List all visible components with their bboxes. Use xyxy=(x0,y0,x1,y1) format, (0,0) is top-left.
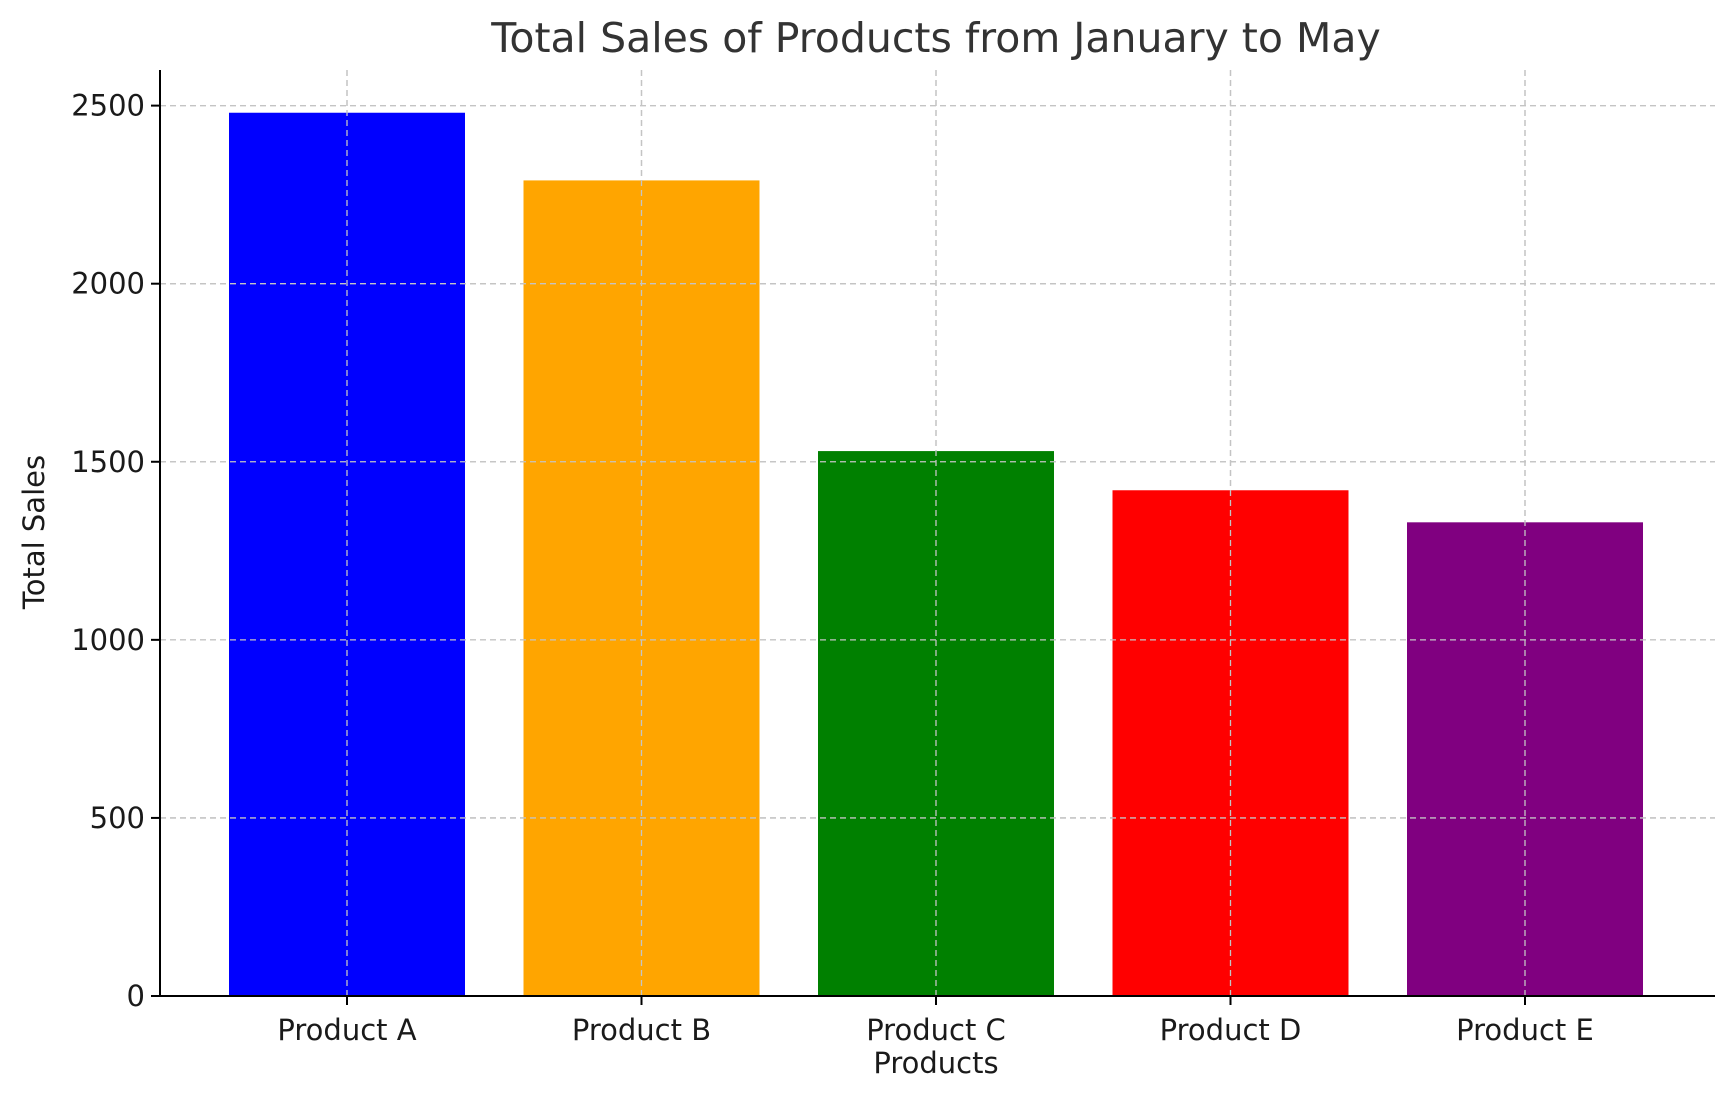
x-tick-label: Product D xyxy=(1160,1013,1302,1047)
x-tick-label: Product C xyxy=(866,1013,1006,1047)
y-tick-label: 1000 xyxy=(71,623,145,657)
x-axis-label: Products xyxy=(873,1046,998,1080)
ticks: 0 500 1000 1500 2000 2500 Product A Product B Pr… xyxy=(71,89,1594,1047)
x-tick-label: Product E xyxy=(1456,1013,1594,1047)
y-tick-label: 0 xyxy=(127,979,145,1013)
chart-title: Total Sales of Products from January to … xyxy=(490,14,1380,62)
y-tick-label: 2000 xyxy=(71,267,145,301)
x-tick-label: Product B xyxy=(572,1013,711,1047)
y-tick-label: 2500 xyxy=(71,89,145,123)
y-tick-label: 1500 xyxy=(71,445,145,479)
y-axis-label: Total Sales xyxy=(17,455,51,610)
y-tick-label: 500 xyxy=(90,801,145,835)
axes xyxy=(159,70,1715,997)
grid-overlay xyxy=(160,70,1715,997)
x-tick-label: Product A xyxy=(277,1013,416,1047)
